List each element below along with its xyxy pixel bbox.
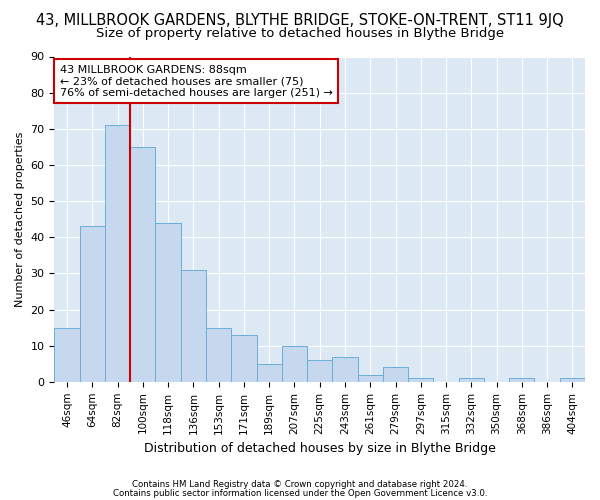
Text: Size of property relative to detached houses in Blythe Bridge: Size of property relative to detached ho… [96,28,504,40]
Bar [383,368,408,382]
Bar [155,223,181,382]
Bar [307,360,332,382]
Bar [358,374,383,382]
Bar [80,226,105,382]
Bar [181,270,206,382]
Bar [105,125,130,382]
Bar [282,346,307,382]
Bar [509,378,535,382]
Bar [206,328,231,382]
Bar [408,378,433,382]
Bar [130,147,155,382]
Text: Contains HM Land Registry data © Crown copyright and database right 2024.: Contains HM Land Registry data © Crown c… [132,480,468,489]
X-axis label: Distribution of detached houses by size in Blythe Bridge: Distribution of detached houses by size … [144,442,496,455]
Y-axis label: Number of detached properties: Number of detached properties [15,132,25,307]
Bar [560,378,585,382]
Bar [458,378,484,382]
Bar [332,356,358,382]
Text: Contains public sector information licensed under the Open Government Licence v3: Contains public sector information licen… [113,488,487,498]
Bar [257,364,282,382]
Text: 43, MILLBROOK GARDENS, BLYTHE BRIDGE, STOKE-ON-TRENT, ST11 9JQ: 43, MILLBROOK GARDENS, BLYTHE BRIDGE, ST… [36,12,564,28]
Text: 43 MILLBROOK GARDENS: 88sqm
← 23% of detached houses are smaller (75)
76% of sem: 43 MILLBROOK GARDENS: 88sqm ← 23% of det… [60,64,332,98]
Bar [231,335,257,382]
Bar [55,328,80,382]
